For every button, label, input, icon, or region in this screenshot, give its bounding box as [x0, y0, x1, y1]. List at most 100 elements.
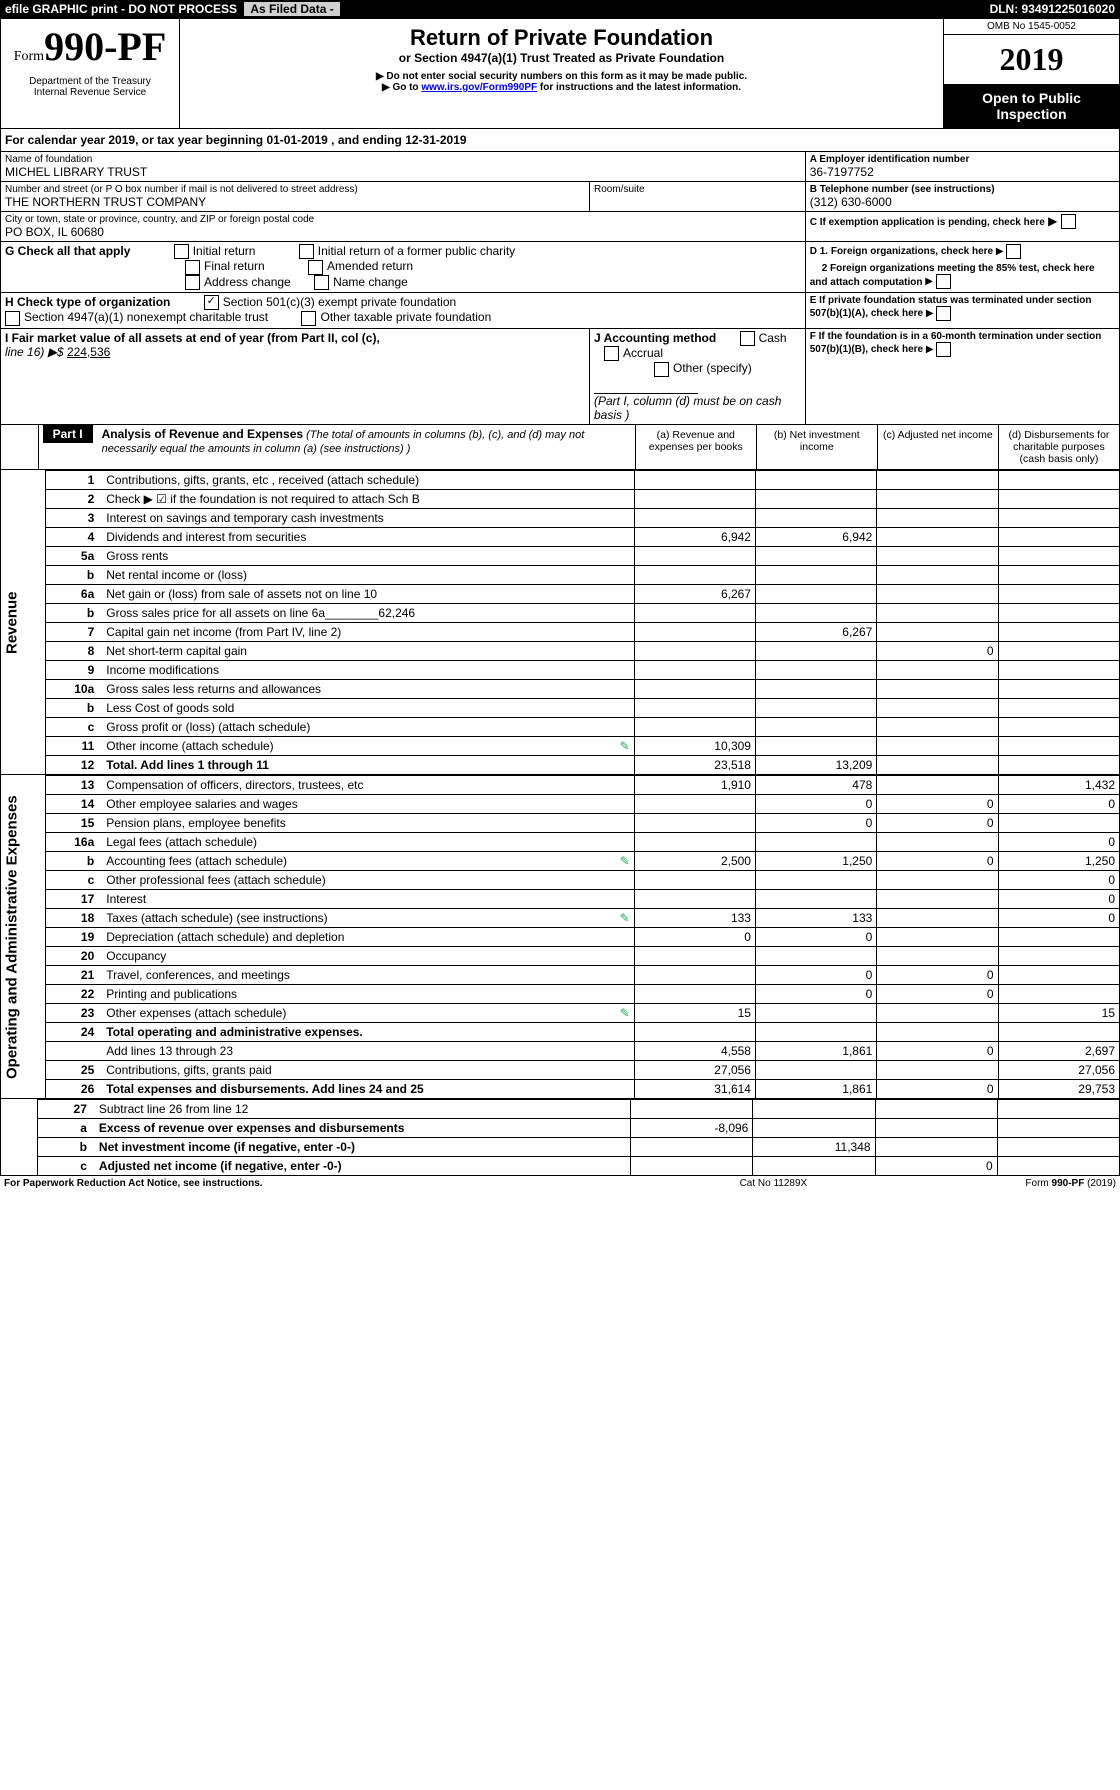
line-row: Revenue1Contributions, gifts, grants, et… — [1, 470, 1120, 489]
name-label: Name of foundation — [5, 154, 801, 165]
g-initial-return[interactable] — [174, 244, 189, 259]
cell-a — [634, 889, 755, 908]
line-number: 16a — [46, 832, 103, 851]
cell-d — [998, 584, 1119, 603]
cell-c: 0 — [877, 813, 998, 832]
cal-end: 12-31-2019 — [405, 133, 466, 147]
line-number: 18 — [46, 908, 103, 927]
line-label: Capital gain net income (from Part IV, l… — [102, 622, 634, 641]
asfiled-label: As Filed Data - — [244, 2, 339, 16]
cell-b — [755, 889, 876, 908]
line-row: Operating and Administrative Expenses13C… — [1, 775, 1120, 794]
line-label: Dividends and interest from securities — [102, 527, 634, 546]
cell-b — [755, 508, 876, 527]
line-row: 23✎Other expenses (attach schedule)1515 — [1, 1003, 1120, 1022]
section-label: Revenue — [1, 470, 46, 774]
entity-table: Name of foundation MICHEL LIBRARY TRUST … — [0, 152, 1120, 425]
h-4947[interactable] — [5, 311, 20, 326]
line-label: Net investment income (if negative, ente… — [95, 1137, 631, 1156]
cell-a — [634, 565, 755, 584]
j-accrual[interactable] — [604, 346, 619, 361]
line-row: 26Total expenses and disbursements. Add … — [1, 1079, 1120, 1098]
line-number: 10a — [46, 679, 103, 698]
cell-d: 2,697 — [998, 1041, 1119, 1060]
line-row: 12Total. Add lines 1 through 1123,51813,… — [1, 755, 1120, 774]
line-label: ✎Accounting fees (attach schedule) — [102, 851, 634, 870]
instr-1: ▶ Do not enter social security numbers o… — [186, 71, 937, 82]
phone: (312) 630-6000 — [810, 195, 1115, 209]
j-other[interactable] — [654, 362, 669, 377]
c-checkbox[interactable] — [1061, 214, 1076, 229]
h-501c3[interactable]: ✓ — [204, 295, 219, 310]
cell-c — [877, 1003, 998, 1022]
line-row: 4Dividends and interest from securities6… — [1, 527, 1120, 546]
line-label: Total. Add lines 1 through 11 — [102, 755, 634, 774]
line-row: 11✎Other income (attach schedule)10,309 — [1, 736, 1120, 755]
cell-b — [755, 641, 876, 660]
cell-d: 0 — [998, 794, 1119, 813]
cell-a — [634, 489, 755, 508]
attachment-icon[interactable]: ✎ — [620, 1006, 630, 1020]
line-row: 2Check ▶ ☑ if the foundation is not requ… — [1, 489, 1120, 508]
line-label: Compensation of officers, directors, tru… — [102, 775, 634, 794]
line-row: 21Travel, conferences, and meetings00 — [1, 965, 1120, 984]
line-number: 24 — [46, 1022, 103, 1041]
g-opt-5: Name change — [333, 275, 408, 289]
instr-link[interactable]: www.irs.gov/Form990PF — [421, 82, 537, 93]
part1-header: Part I Analysis of Revenue and Expenses … — [0, 425, 1120, 470]
cell-c — [877, 622, 998, 641]
f-checkbox[interactable] — [936, 342, 951, 357]
footer-left: For Paperwork Reduction Act Notice, see … — [0, 1176, 677, 1191]
j-other-input[interactable] — [594, 377, 698, 394]
line-row: cOther professional fees (attach schedul… — [1, 870, 1120, 889]
j-note: (Part I, column (d) must be on cash basi… — [594, 394, 781, 422]
line-label: Adjusted net income (if negative, enter … — [95, 1156, 631, 1175]
cell-c — [877, 717, 998, 736]
g-address[interactable] — [185, 275, 200, 290]
line-label: Gross sales price for all assets on line… — [102, 603, 634, 622]
cell-a — [634, 832, 755, 851]
phone-label: B Telephone number (see instructions) — [810, 184, 1115, 195]
g-name[interactable] — [314, 275, 329, 290]
line-label: Add lines 13 through 23 — [102, 1041, 634, 1060]
addr-label: Number and street (or P O box number if … — [5, 184, 585, 195]
cell-a: 10,309 — [634, 736, 755, 755]
cell-a: 31,614 — [634, 1079, 755, 1098]
open-to-public: Open to Public Inspection — [944, 84, 1119, 128]
tax-year: 2019 — [944, 35, 1119, 84]
cell-a — [631, 1156, 753, 1175]
cell-c — [877, 908, 998, 927]
h-other[interactable] — [301, 311, 316, 326]
form-title: Return of Private Foundation — [186, 25, 937, 51]
g-amended[interactable] — [308, 260, 323, 275]
cell-b — [755, 698, 876, 717]
d1-checkbox[interactable] — [1006, 244, 1021, 259]
j-cash[interactable] — [740, 331, 755, 346]
cell-a: 15 — [634, 1003, 755, 1022]
cell-a: 0 — [634, 927, 755, 946]
line-label: Pension plans, employee benefits — [102, 813, 634, 832]
line-number: 9 — [46, 660, 103, 679]
ein: 36-7197752 — [810, 165, 1115, 179]
line-label: Other employee salaries and wages — [102, 794, 634, 813]
e-checkbox[interactable] — [936, 306, 951, 321]
cell-d — [998, 565, 1119, 584]
cell-b — [755, 489, 876, 508]
d2-checkbox[interactable] — [936, 274, 951, 289]
cell-b — [755, 1003, 876, 1022]
attachment-icon[interactable]: ✎ — [620, 911, 630, 925]
cell-d — [998, 489, 1119, 508]
cell-d — [998, 927, 1119, 946]
cell-a: 27,056 — [634, 1060, 755, 1079]
cell-d — [998, 946, 1119, 965]
line-label: Check ▶ ☑ if the foundation is not requi… — [102, 489, 634, 508]
cell-d: 0 — [998, 832, 1119, 851]
cell-c — [877, 775, 998, 794]
line-number: 2 — [46, 489, 103, 508]
cell-a — [634, 946, 755, 965]
g-initial-former[interactable] — [299, 244, 314, 259]
attachment-icon[interactable]: ✎ — [620, 854, 630, 868]
g-final[interactable] — [185, 260, 200, 275]
attachment-icon[interactable]: ✎ — [620, 739, 630, 753]
dept-label: Department of the Treasury Internal Reve… — [5, 76, 175, 98]
